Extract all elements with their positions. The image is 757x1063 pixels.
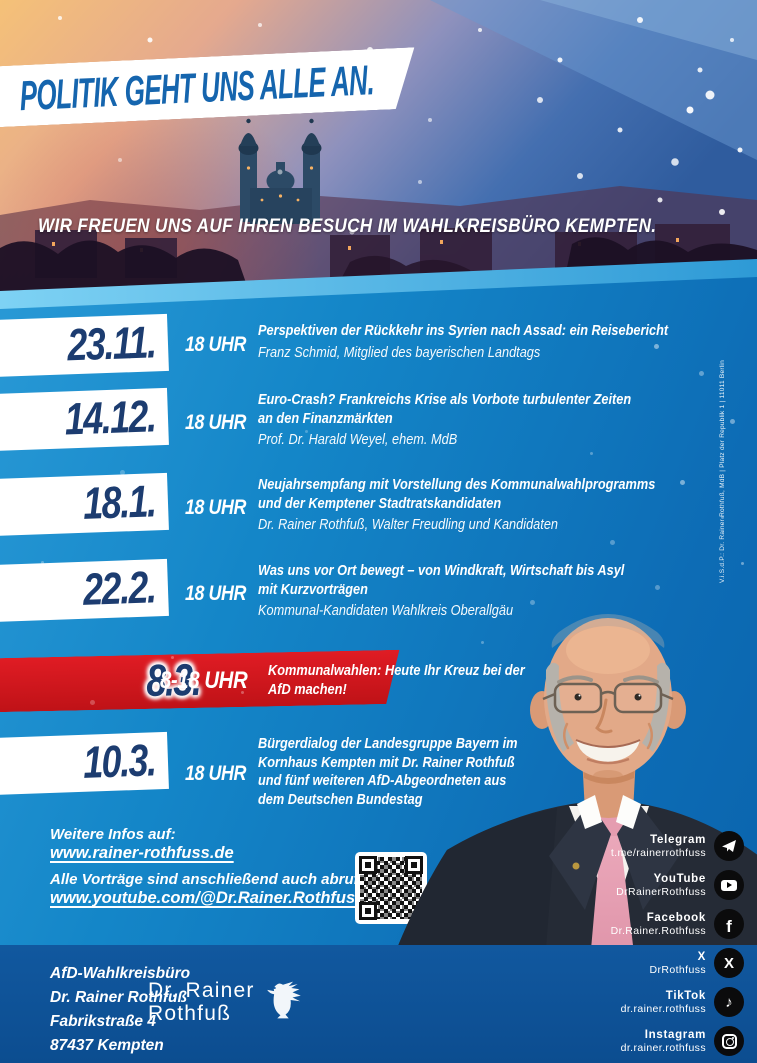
facebook-icon[interactable]: f: [714, 909, 744, 939]
rothfuss-logo: Dr. Rainer Rothfuß: [148, 979, 302, 1025]
date-tag: 18.1.: [0, 472, 169, 537]
logo-line1: Dr. Rainer: [148, 979, 255, 1002]
social-handle: dr.rainer.rothfuss: [620, 1041, 706, 1054]
hero-photo: POLITIK GEHT UNS ALLE AN. WIR FREUEN UNS…: [0, 0, 757, 312]
event-title: Perspektiven der Rückkehr ins Syrien nac…: [258, 323, 669, 339]
social-links: Telegram t.me/rainerrothfuss YouTube DrR…: [611, 831, 744, 1056]
qr-finder: [359, 902, 377, 920]
event-date: 14.12.: [63, 390, 157, 445]
logo-line2: Rothfuß: [148, 1001, 232, 1025]
social-platform: X: [697, 950, 706, 963]
event-date: 22.2.: [82, 561, 157, 615]
event-description: Neujahrsempfang mit Vorstellung des Komm…: [258, 476, 689, 534]
social-platform: YouTube: [653, 872, 706, 885]
qr-finder: [405, 856, 423, 874]
address-line: AfD-Wahlkreisbüro: [50, 965, 191, 982]
event-date: 10.3.: [82, 734, 157, 788]
address-line: Dr. Rainer Rothfuß: [50, 989, 187, 1006]
social-handle: t.me/rainerrothfuss: [610, 846, 706, 859]
social-platform: TikTok: [665, 989, 706, 1002]
social-platform: Instagram: [644, 1028, 706, 1041]
social-row-x[interactable]: X DrRothfuss X: [649, 948, 744, 978]
event-time: 18 UHR: [185, 582, 246, 605]
event-title: Bürgerdialog der Landesgruppe Bayern im …: [258, 736, 518, 808]
event-title: Was uns vor Ort bewegt – von Windkraft, …: [258, 563, 625, 598]
imprint-text: V.i.S.d.P.: Dr. Rainer Rothfuß, MdB | Pl…: [719, 360, 726, 583]
x-icon[interactable]: X: [714, 948, 744, 978]
event-description: Perspektiven der Rückkehr ins Syrien nac…: [258, 322, 751, 362]
social-handle: dr.rainer.rothfuss: [620, 1002, 706, 1015]
date-tag: 14.12.: [0, 387, 169, 452]
social-handle: Dr.Rainer.Rothfuss: [610, 924, 706, 937]
event-description: Bürgerdialog der Landesgruppe Bayern im …: [258, 735, 557, 809]
event-speaker: Dr. Rainer Rothfuß, Walter Freudling und…: [258, 517, 559, 534]
event-speaker: Franz Schmid, Mitglied des bayerischen L…: [258, 344, 541, 361]
winter-city-scene: [0, 0, 757, 309]
videos-label: Alle Vorträge sind anschließend auch abr…: [50, 871, 414, 888]
social-row-tiktok[interactable]: TikTok dr.rainer.rothfuss ♪: [621, 987, 744, 1017]
event-time: 18 UHR: [185, 333, 246, 356]
social-platform: Telegram: [650, 833, 706, 846]
event-time: 8-18 UHR: [160, 667, 248, 694]
youtube-icon[interactable]: [714, 870, 744, 900]
date-tag: 22.2.: [0, 558, 169, 623]
social-handle: DrRothfuss: [649, 963, 706, 976]
church-silhouette: [238, 118, 322, 224]
more-info-label: Weitere Infos auf:: [50, 826, 176, 843]
youtube-link[interactable]: www.youtube.com/@Dr.Rainer.Rothfuss: [50, 889, 365, 907]
event-title: Euro-Crash? Frankreichs Krise als Vorbot…: [258, 392, 632, 427]
event-description: Kommunalwahlen: Heute Ihr Kreuz bei der …: [268, 662, 558, 699]
social-row-youtube[interactable]: YouTube DrRainerRothfuss: [616, 870, 744, 900]
snow-dots: [0, 0, 3, 3]
poster-title: POLITIK GEHT UNS ALLE AN.: [18, 56, 375, 120]
social-platform: Facebook: [646, 911, 706, 924]
website-link[interactable]: www.rainer-rothfuss.de: [50, 844, 234, 862]
event-time: 18 UHR: [185, 496, 246, 519]
instagram-icon[interactable]: [714, 1026, 744, 1056]
bundestag-eagle-icon: [264, 981, 302, 1024]
event-time: 18 UHR: [185, 411, 246, 434]
date-tag: 10.3.: [0, 731, 169, 796]
event-description: Euro-Crash? Frankreichs Krise als Vorbot…: [258, 391, 698, 449]
address-line: 87437 Kempten: [50, 1037, 164, 1054]
qr-finder: [359, 856, 377, 874]
address-line: Fabrikstraße 4: [50, 1013, 156, 1030]
social-row-telegram[interactable]: Telegram t.me/rainerrothfuss: [611, 831, 744, 861]
diagonal-divider: [0, 259, 757, 309]
qr-code[interactable]: [355, 852, 427, 924]
event-date: 18.1.: [82, 475, 157, 529]
event-speaker: Kommunal-Kandidaten Wahlkreis Oberallgäu: [258, 603, 514, 620]
event-date: 23.11.: [66, 316, 157, 371]
office-address: AfD-Wahlkreisbüro Dr. Rainer Rothfuß Fab…: [50, 962, 190, 1058]
telegram-icon[interactable]: [714, 831, 744, 861]
poster-subtitle: WIR FREUEN UNS AUF IHREN BESUCH IM WAHLK…: [38, 216, 657, 237]
footer-bar: AfD-Wahlkreisbüro Dr. Rainer Rothfuß Fab…: [0, 945, 757, 1063]
social-handle: DrRainerRothfuss: [616, 885, 706, 898]
social-row-facebook[interactable]: Facebook Dr.Rainer.Rothfuss f: [611, 909, 744, 939]
event-time: 18 UHR: [185, 762, 246, 785]
tiktok-icon[interactable]: ♪: [714, 987, 744, 1017]
event-title: Neujahrsempfang mit Vorstellung des Komm…: [258, 477, 656, 512]
event-speaker: Prof. Dr. Harald Weyel, ehem. MdB: [258, 432, 458, 449]
event-description: Was uns vor Ort bewegt – von Windkraft, …: [258, 562, 698, 620]
social-row-instagram[interactable]: Instagram dr.rainer.rothfuss: [621, 1026, 744, 1056]
event-title: Kommunalwahlen: Heute Ihr Kreuz bei der …: [268, 663, 525, 698]
date-tag: 23.11.: [0, 313, 169, 378]
